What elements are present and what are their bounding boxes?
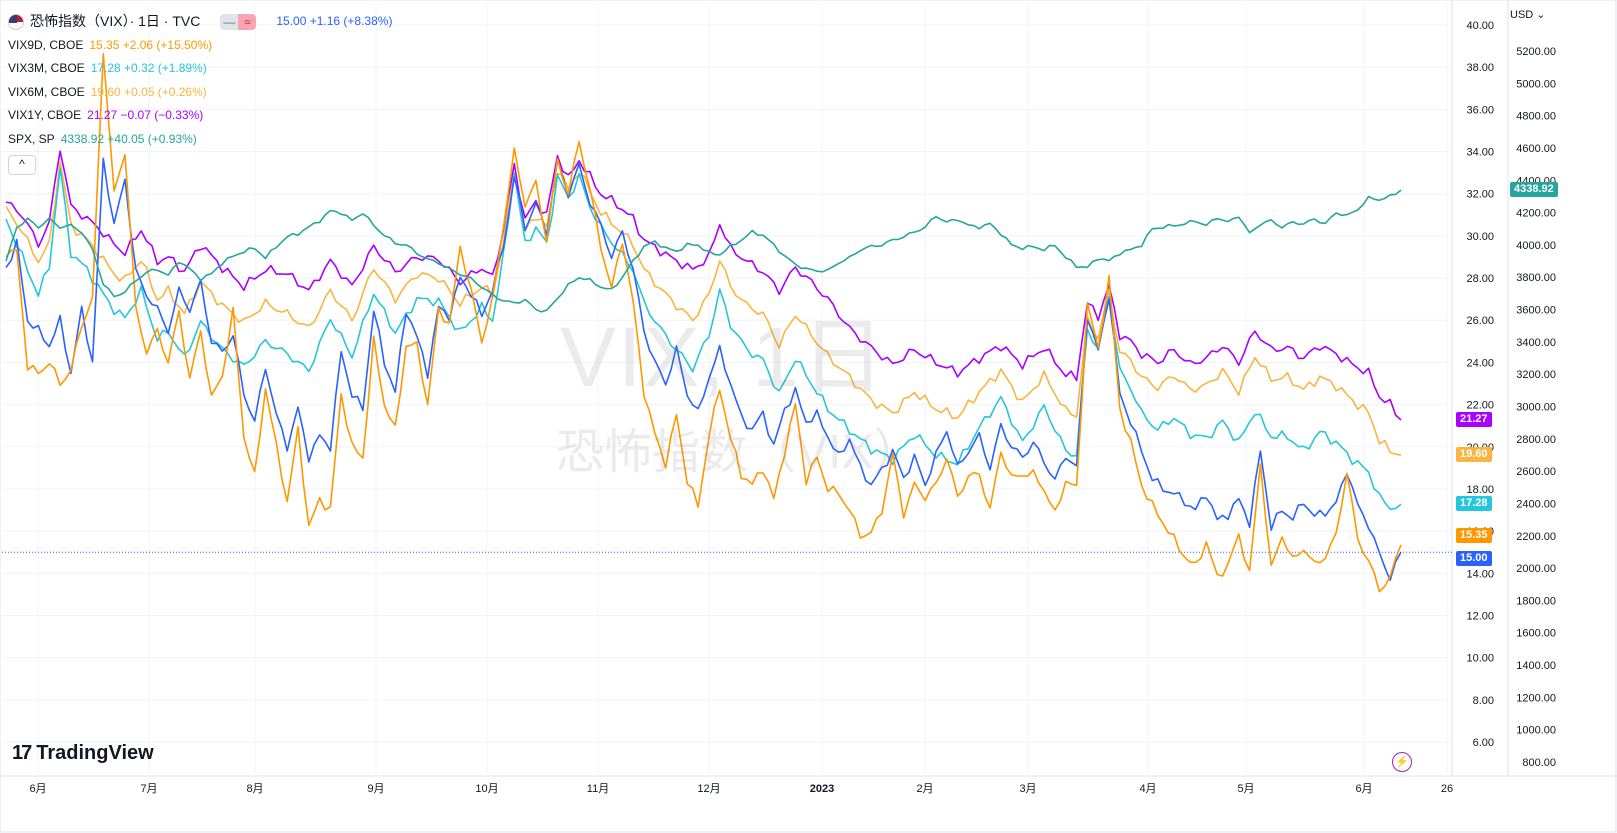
legend-series-value: 21.27 −0.07 (−0.33%) [87,108,204,122]
left-axis-tick-label: 34.00 [1466,147,1494,159]
price-label: 4338.92 [1510,182,1558,198]
x-axis-tick-label: 7月 [140,783,157,795]
legend: 恐怖指数（VIX）· 1日 · TVC — ≈ 15.00 +1.16 (+8.… [8,10,392,175]
left-axis-tick-label: 24.00 [1466,357,1494,369]
price-label: 21.27 [1456,411,1492,427]
legend-series-row[interactable]: VIX9D, CBOE 15.35 +2.06 (+15.50%) [8,34,392,58]
x-axis-tick-label: 6月 [1355,783,1372,795]
left-axis-tick-label: 6.00 [1473,737,1494,749]
x-axis-tick-label: 2023 [810,783,834,795]
right-axis-tick-label: 4600.00 [1516,143,1556,155]
x-axis-tick-label: 26 [1441,783,1453,795]
left-axis-tick-label: 14.00 [1466,568,1494,580]
right-axis-tick-label: 1600.00 [1516,628,1556,640]
x-axis-tick-label: 11月 [587,783,609,795]
left-axis-tick-label: 40.00 [1466,20,1494,32]
tradingview-logo[interactable]: 17 TradingView [12,742,154,765]
series-visibility-toggle[interactable]: — ≈ [220,13,257,30]
compare-icon[interactable]: ≈ [238,13,257,30]
left-axis-tick-label: 8.00 [1473,695,1494,707]
legend-series-name: VIX6M, CBOE [8,84,85,99]
x-axis-tick-label: 10月 [475,783,498,795]
tradingview-logo-text: TradingView [36,742,154,764]
left-axis-tick-label: 22.00 [1466,400,1494,412]
series-line-spx [5,189,1402,313]
left-axis-tick-label: 30.00 [1466,231,1494,243]
series-line-vix1y [5,150,1402,421]
legend-series-value: 15.35 +2.06 (+15.50%) [89,37,213,52]
left-axis-tick-label: 36.00 [1466,104,1494,116]
left-axis-tick-label: 18.00 [1466,484,1494,496]
left-axis-tick-label: 10.00 [1466,653,1494,665]
legend-series-value: 17.28 +0.32 (+1.89%) [90,61,207,75]
us-flag-icon [8,13,24,30]
x-axis-tick-label: 3月 [1019,783,1036,795]
hide-series-icon[interactable]: — [220,13,239,30]
price-label: 15.35 [1456,527,1492,543]
left-axis-tick-label: 32.00 [1466,189,1494,201]
legend-series-value: 19.60 +0.05 (+0.26%) [90,84,207,99]
legend-series-value: 4338.92 +40.05 (+0.93%) [60,131,197,146]
legend-main-value: 15.00 +1.16 (+8.38%) [276,14,393,28]
right-axis-tick-label: 800.00 [1522,757,1556,769]
right-axis-tick-label: 4000.00 [1516,240,1556,252]
right-axis-tick-label: 2600.00 [1516,466,1556,478]
x-axis-tick-label: 2月 [916,783,933,795]
legend-title-row: 恐怖指数（VIX）· 1日 · TVC — ≈ 15.00 +1.16 (+8.… [8,10,392,34]
right-axis-tick-label: 1800.00 [1516,595,1556,607]
x-axis-tick-label: 9月 [367,783,384,795]
x-axis-tick-label: 5月 [1237,783,1254,795]
x-axis-tick-label: 12月 [697,783,720,795]
tradingview-logo-mark: 17 [12,742,32,764]
right-axis-tick-label: 2000.00 [1516,563,1556,575]
legend-series-row[interactable]: VIX3M, CBOE 17.28 +0.32 (+1.89%) [8,57,392,81]
right-axis-tick-label: 4200.00 [1516,208,1556,220]
x-axis-tick-label: 4月 [1139,783,1156,795]
x-axis-tick-label: 8月 [246,783,263,795]
right-axis-tick-label: 2200.00 [1516,531,1556,543]
x-axis-tick-label: 6月 [29,783,46,795]
legend-series-name: VIX3M, CBOE [8,61,85,75]
right-axis-tick-label: 2400.00 [1516,498,1556,510]
legend-series-name: VIX1Y, CBOE [8,108,82,122]
left-axis-tick-label: 26.00 [1466,315,1494,327]
currency-selector[interactable]: USD ⌄ [1510,9,1546,21]
legend-series-row[interactable]: VIX6M, CBOE 19.60 +0.05 (+0.26%) [8,81,392,105]
right-axis-tick-label: 5200.00 [1516,46,1556,58]
legend-series-name: SPX, SP [8,131,55,146]
bolt-icon[interactable]: ⚡ [1392,752,1412,772]
left-axis-tick-label: 28.00 [1466,273,1494,285]
right-axis-tick-label: 1400.00 [1516,660,1556,672]
left-axis-tick-label: 12.00 [1466,610,1494,622]
price-label: 17.28 [1456,496,1492,512]
collapse-legend-button[interactable]: ^ [8,155,36,175]
right-axis-tick-label: 5000.00 [1516,78,1556,90]
right-axis-tick-label: 1200.00 [1516,692,1556,704]
series-line-vix [5,157,1402,581]
left-axis-tick-label: 38.00 [1466,62,1494,74]
right-axis-tick-label: 2800.00 [1516,434,1556,446]
right-axis-tick-label: 3400.00 [1516,337,1556,349]
legend-series-row[interactable]: SPX, SP 4338.92 +40.05 (+0.93%) [8,128,392,152]
legend-series-list: VIX9D, CBOE 15.35 +2.06 (+15.50%) VIX3M, C… [8,34,392,152]
price-label: 19.60 [1456,447,1492,463]
right-axis-tick-label: 3600.00 [1516,305,1556,317]
right-axis-tick-label: 3800.00 [1516,272,1556,284]
series-line-vix9d [5,53,1402,593]
price-label: 15.00 [1456,551,1492,567]
right-axis-tick-label: 3000.00 [1516,402,1556,414]
right-axis-tick-label: 1000.00 [1516,725,1556,737]
series-line-vix6m [5,161,1402,456]
right-axis-tick-label: 3200.00 [1516,369,1556,381]
right-axis-tick-label: 4800.00 [1516,111,1556,123]
legend-title: 恐怖指数（VIX）· 1日 · TVC [30,13,201,29]
legend-series-row[interactable]: VIX1Y, CBOE 21.27 −0.07 (−0.33%) [8,104,392,128]
legend-series-name: VIX9D, CBOE [8,37,84,52]
